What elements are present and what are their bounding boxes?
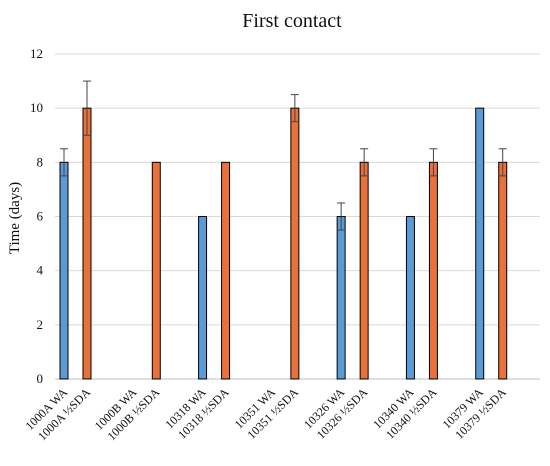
bar-10379-wa xyxy=(475,107,485,380)
bar-10326-sda xyxy=(359,161,369,380)
bar-10340-wa xyxy=(405,216,415,380)
bar-1000a-sda xyxy=(82,107,92,380)
bar-1000b-sda xyxy=(151,161,161,380)
y-tick-label: 10 xyxy=(30,100,43,115)
y-tick-label: 4 xyxy=(37,263,44,278)
y-tick-label: 12 xyxy=(30,46,43,61)
chart-title: First contact xyxy=(242,10,342,32)
y-tick-label: 2 xyxy=(37,317,44,332)
bars xyxy=(59,107,508,380)
bar-10318-wa xyxy=(198,216,208,380)
bar-1000a-wa xyxy=(59,161,69,380)
bar-10379-sda xyxy=(498,161,508,380)
bar-10351-sda xyxy=(290,107,300,380)
y-tick-label: 6 xyxy=(37,209,44,224)
y-axis-ticks: 0 2 4 6 8 10 12 xyxy=(30,46,44,386)
y-tick-label: 8 xyxy=(37,154,44,169)
bar-10326-wa xyxy=(336,216,346,380)
error-bars xyxy=(60,80,507,231)
y-tick-label: 0 xyxy=(37,371,44,386)
bar-10318-sda xyxy=(221,161,231,380)
y-axis-label: Time (days) xyxy=(7,182,23,254)
bar-10340-sda xyxy=(428,161,438,380)
